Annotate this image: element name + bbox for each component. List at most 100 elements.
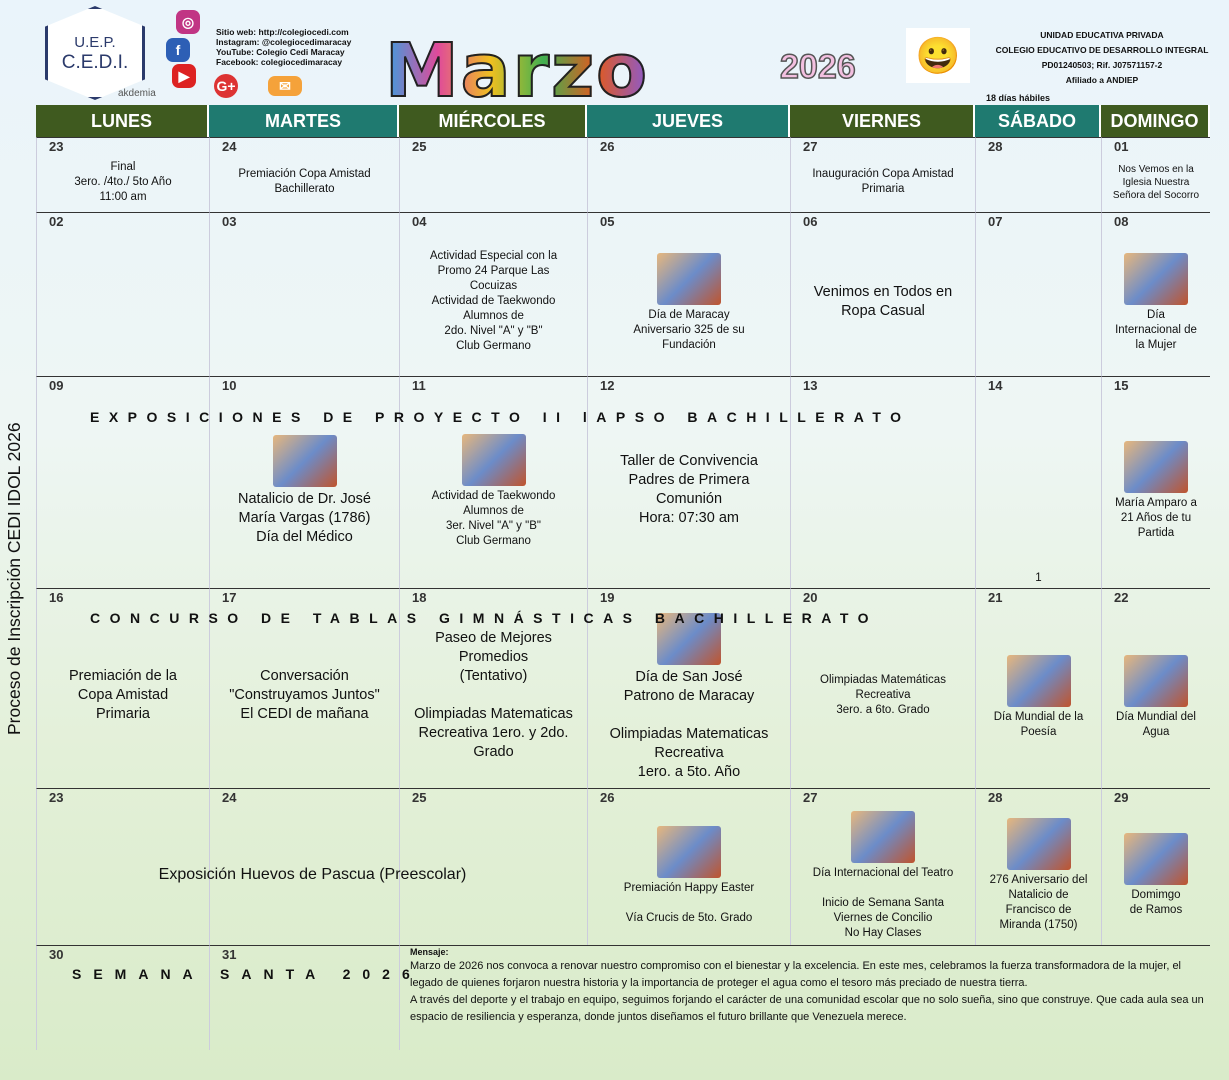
weekday-header: MARTES [209,105,399,137]
event-text: Final 3ero. /4to./ 5to Año 11:00 am [39,154,207,210]
facebook-icon[interactable]: f [166,38,190,62]
event-text: Nos Vemos en la Iglesia Nuestra Señora d… [1104,154,1208,210]
day-cell[interactable]: 18 Paseo de Mejores Promedios (Tentativo)… [399,588,587,788]
message-paragraph: A través del deporte y el trabajo en equ… [410,994,1204,1023]
day-cell[interactable]: 04 Actividad Especial con la Promo 24 Par… [399,212,587,376]
day-number: 07 [988,214,1003,229]
website[interactable]: Sitio web: http://colegiocedi.com [216,27,349,37]
event-text: María Amparo a 21 Años de tu Partida [1104,393,1208,586]
youtube-icon[interactable]: ▶ [172,64,196,88]
event-text: Venimos en Todos en Ropa Casual [793,229,973,374]
day-cell[interactable]: 13 [790,376,975,588]
palm-sunday-image [1124,833,1188,885]
day-cell[interactable]: 17 Conversación "Construyamos Juntos" El … [209,588,399,788]
instagram-icon[interactable]: ◎ [176,10,200,34]
day-number: 18 [412,590,427,605]
day-cell[interactable]: 25 [399,788,587,945]
day-cell[interactable]: 14 1 [975,376,1101,588]
day-cell[interactable]: 31 [209,945,399,1050]
instagram-handle: Instagram: @colegiocedimaracay [216,37,352,47]
day-cell[interactable]: 05 Día de Maracay Aniversario 325 de su F… [587,212,790,376]
event-text: Premiación Copa Amistad Bachillerato [212,154,397,210]
google-plus-icon[interactable]: G+ [214,74,238,98]
event-text: 1 [978,393,1099,586]
day-cell[interactable]: 24 [209,788,399,945]
day-cell[interactable]: 24 Premiación Copa Amistad Bachillerato [209,137,399,212]
weekday-header: MIÉRCOLES [399,105,587,137]
event-label: Día de San José Patrono de Maracay Olimp… [609,668,769,780]
event-label: Día Internacional del Teatro Inicio de S… [812,866,954,939]
day-number: 11 [412,378,426,393]
day-number: 26 [600,139,615,154]
school-logo: U.E.P. C.E.D.I. [45,6,145,100]
event-label: Exposición Huevos de Pascua (Preescolar) [158,865,467,883]
day-cell[interactable]: 16 Premiación de la Copa Amistad Primaria [36,588,209,788]
day-number: 24 [222,790,237,805]
day-cell[interactable]: 10 Natalicio de Dr. José María Vargas (17… [209,376,399,588]
event-label: Día Mundial del Agua [1116,710,1196,738]
day-cell[interactable]: 26 [587,137,790,212]
day-number: 28 [988,790,1003,805]
memorial-image [1124,441,1188,493]
day-cell[interactable]: 27 Día Internacional del Teatro Inicio de… [790,788,975,945]
day-cell[interactable]: 23 Final 3ero. /4to./ 5to Año 11:00 am [36,137,209,212]
day-cell[interactable]: 28 276 Aniversario del Natalicio de Franc… [975,788,1101,945]
event-label: Actividad Especial con la Promo 24 Parqu… [429,250,558,352]
event-text: Paseo de Mejores Promedios (Tentativo) O… [402,605,585,786]
event-text: Actividad de Taekwondo Alumnos de 3er. N… [402,393,585,586]
day-cell[interactable]: 07 [975,212,1101,376]
message-cell [399,945,1210,1050]
day-number: 27 [803,790,818,805]
day-cell[interactable]: 15 María Amparo a 21 Años de tu Partida [1101,376,1210,588]
day-number: 26 [600,790,615,805]
event-text: Olimpiadas Matemáticas Recreativa 3ero. … [793,605,973,786]
day-number: 24 [222,139,237,154]
day-number: 02 [49,214,64,229]
email-icon[interactable]: ✉ [268,76,302,96]
event-label: Paseo de Mejores Promedios (Tentativo) O… [414,630,573,760]
day-cell[interactable]: 09 [36,376,209,588]
business-days: 18 días hábiles [986,93,1051,103]
day-number: 12 [600,378,615,393]
event-label: 276 Aniversario del Natalicio de Francis… [989,874,1088,931]
day-number: 20 [803,590,818,605]
event-label: Inauguración Copa Amistad Primaria [812,168,954,195]
event-text: 276 Aniversario del Natalicio de Francis… [978,805,1099,943]
day-cell[interactable]: 21 Día Mundial de la Poesía [975,588,1101,788]
day-number: 14 [988,378,1003,393]
day-cell[interactable]: 23 Exposición Huevos de Pascua (Preescola… [36,788,466,945]
day-cell[interactable]: 27 Inauguración Copa Amistad Primaria [790,137,975,212]
day-cell[interactable]: 19 Día de San José Patrono de Maracay Oli… [587,588,790,788]
event-label: Premiación Copa Amistad Bachillerato [238,168,371,195]
school-line: Afiliado a ANDIEP [1065,75,1139,85]
day-cell[interactable]: 08 Día Internacional de la Mujer [1101,212,1210,376]
event-label: Natalicio de Dr. José María Vargas (1786… [238,491,371,545]
logo-line2: C.E.D.I. [61,52,129,73]
day-cell[interactable]: 30 [36,945,209,1050]
day-cell[interactable]: 28 [975,137,1101,212]
day-number: 25 [412,790,427,805]
day-cell[interactable]: 06 Venimos en Todos en Ropa Casual [790,212,975,376]
event-label: Taller de Convivencia Padres de Primera … [620,452,758,526]
event-label: Premiación de la Copa Amistad Primaria [69,668,177,722]
day-number: 31 [222,947,237,962]
day-number: 03 [222,214,237,229]
day-cell[interactable]: 12 Taller de Convivencia Padres de Primer… [587,376,790,588]
event-label: Final 3ero. /4to./ 5to Año 11:00 am [74,160,172,203]
day-cell[interactable]: 02 [36,212,209,376]
day-number: 08 [1114,214,1129,229]
day-cell[interactable]: 29 Domimgo de Ramos [1101,788,1210,945]
day-cell[interactable]: 22 Día Mundial del Agua [1101,588,1210,788]
year-title: 2026 [779,47,856,87]
day-cell[interactable]: 20 Olimpiadas Matemáticas Recreativa 3ero… [790,588,975,788]
day-number: 05 [600,214,615,229]
event-text: Natalicio de Dr. José María Vargas (1786… [212,393,397,586]
logo-line1: U.E.P. [74,34,116,51]
day-cell[interactable]: 03 [209,212,399,376]
day-cell[interactable]: 26 Premiación Happy Easter Vía Crucis de … [587,788,790,945]
event-label: Venimos en Todos en Ropa Casual [813,283,953,319]
day-cell[interactable]: 11 Actividad de Taekwondo Alumnos de 3er.… [399,376,587,588]
earth-image [1124,654,1188,707]
day-cell[interactable]: 25 [399,137,587,212]
day-cell[interactable]: 01 Nos Vemos en la Iglesia Nuestra Señora… [1101,137,1210,212]
